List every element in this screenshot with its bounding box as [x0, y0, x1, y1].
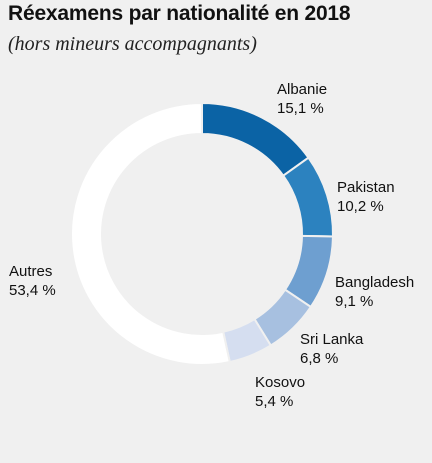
slice-name-bangladesh: Bangladesh [335, 274, 415, 291]
slice-name-autres: Autres [9, 263, 53, 280]
slice-label-bangladesh: Bangladesh 9,1 % [335, 273, 414, 311]
chart-subtitle: (hors mineurs accompagnants) [8, 33, 257, 55]
slice-value-pakistan: 10,2 % [337, 198, 384, 215]
slice-label-albanie: Albanie 15,1 % [277, 80, 327, 118]
slice-value-bangladesh: 9,1 % [335, 293, 374, 310]
slice-value-kosovo: 5,4 % [255, 393, 294, 410]
slice-name-kosovo: Kosovo [255, 374, 306, 391]
slice-value-albanie: 15,1 % [277, 100, 324, 117]
chart-title: Réexamens par nationalité en 2018 [8, 2, 351, 25]
slice-pakistan [281, 156, 334, 238]
slice-label-autres: Autres 53,4 % [9, 262, 56, 300]
slice-name-albanie: Albanie [277, 81, 328, 98]
slice-label-pakistan: Pakistan 10,2 % [337, 178, 395, 216]
slice-label-kosovo: Kosovo 5,4 % [255, 373, 305, 411]
slice-autres [70, 101, 231, 366]
slice-name-sri-lanka: Sri Lanka [300, 331, 364, 348]
slice-value-sri-lanka: 6,8 % [300, 350, 339, 367]
slice-name-pakistan: Pakistan [337, 179, 395, 196]
slice-label-sri-lanka: Sri Lanka 6,8 % [300, 330, 363, 368]
slice-value-autres: 53,4 % [9, 282, 56, 299]
